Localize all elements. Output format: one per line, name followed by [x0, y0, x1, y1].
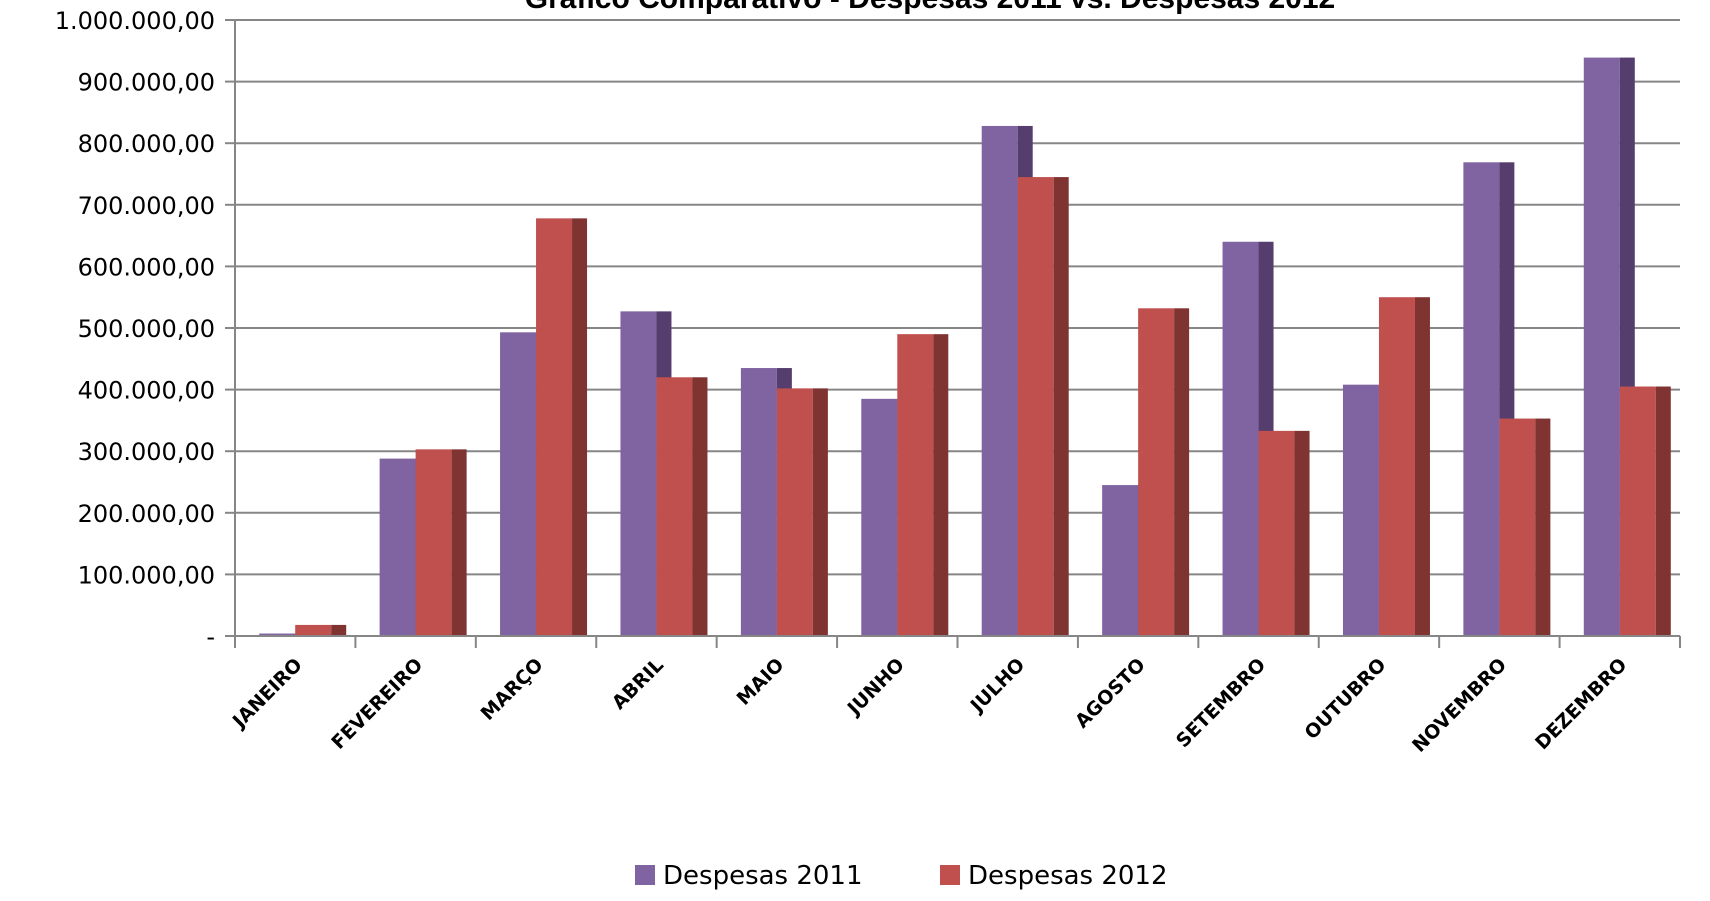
x-tick-label: OUTUBRO	[1301, 654, 1391, 744]
y-tick-label: 100.000,00	[78, 561, 215, 589]
bar-side-2012	[572, 218, 588, 637]
bar-side-2012	[1655, 386, 1671, 636]
bar-2012	[1017, 177, 1054, 636]
legend: Despesas 2011 Despesas 2012	[635, 861, 1168, 891]
bar-2012	[1499, 418, 1536, 636]
y-tick-label: 900.000,00	[78, 69, 215, 97]
bar-side-2012	[933, 334, 949, 636]
bar-side-2012	[331, 624, 347, 636]
bars	[259, 57, 1671, 637]
chart-title: Gráfico Comparativo - Despesas 2011 vs. …	[525, 0, 1335, 15]
bar-2011	[1583, 57, 1620, 637]
bar-side-2012	[812, 388, 828, 636]
bar-2012	[1258, 430, 1295, 636]
bar-2011	[379, 458, 416, 636]
legend-label: Despesas 2012	[968, 861, 1168, 891]
bar-2011	[620, 311, 657, 636]
y-tick-label: 700.000,00	[78, 192, 215, 220]
bar-side-2012	[1535, 418, 1551, 636]
x-tick-label: JANEIRO	[227, 654, 307, 734]
x-tick-label: FEVEREIRO	[327, 654, 427, 754]
x-tick-label: DEZEMBRO	[1531, 654, 1631, 754]
y-tick-label: 500.000,00	[78, 315, 215, 343]
x-tick-label: NOVEMBRO	[1408, 654, 1511, 757]
bar-2011	[1463, 162, 1500, 636]
y-tick-label: -	[206, 623, 215, 651]
bar-2012	[1619, 386, 1656, 636]
bar-side-2012	[1294, 430, 1310, 636]
bar-2011	[500, 332, 537, 636]
bar-2011	[1342, 384, 1379, 636]
bar-2012	[415, 449, 452, 636]
bar-side-2012	[451, 449, 467, 636]
gridlines	[235, 19, 1680, 576]
legend-swatch	[635, 865, 655, 885]
bar-2012	[1138, 308, 1175, 636]
legend-swatch	[940, 865, 960, 885]
bar-2012	[897, 334, 934, 636]
x-tick-label: ABRIL	[608, 654, 668, 714]
legend-label: Despesas 2011	[663, 861, 863, 891]
bar-2012	[656, 377, 693, 636]
x-tick-label: JULHO	[965, 654, 1029, 718]
bar-2012	[1378, 297, 1415, 636]
x-tick-label: JUNHO	[842, 654, 909, 721]
y-tick-label: 400.000,00	[78, 377, 215, 405]
bar-2011	[740, 368, 777, 636]
bar-2011	[1102, 485, 1139, 636]
x-tick-label: MAIO	[733, 654, 789, 710]
y-tick-label: 600.000,00	[78, 253, 215, 281]
bar-2012	[776, 388, 813, 636]
bar-2012	[295, 624, 332, 636]
y-tick-label: 1.000.000,00	[55, 7, 215, 35]
y-tick-label: 800.000,00	[78, 130, 215, 158]
bar-2011	[259, 633, 296, 636]
bar-2011	[981, 125, 1018, 637]
x-tick-label: SETEMBRO	[1172, 654, 1270, 752]
bar-2011	[1222, 241, 1259, 636]
bar-side-2012	[1053, 177, 1069, 636]
x-tick-label: MARÇO	[477, 654, 548, 725]
bar-side-2012	[1174, 308, 1190, 636]
y-tick-label: 200.000,00	[78, 500, 215, 528]
x-tick-label: AGOSTO	[1071, 654, 1150, 733]
bar-2011	[861, 398, 898, 636]
axes	[225, 19, 1681, 648]
y-tick-label: 300.000,00	[78, 438, 215, 466]
bar-side-2012	[692, 377, 708, 636]
bar-side-2012	[1414, 297, 1430, 636]
bar-2012	[536, 218, 573, 637]
